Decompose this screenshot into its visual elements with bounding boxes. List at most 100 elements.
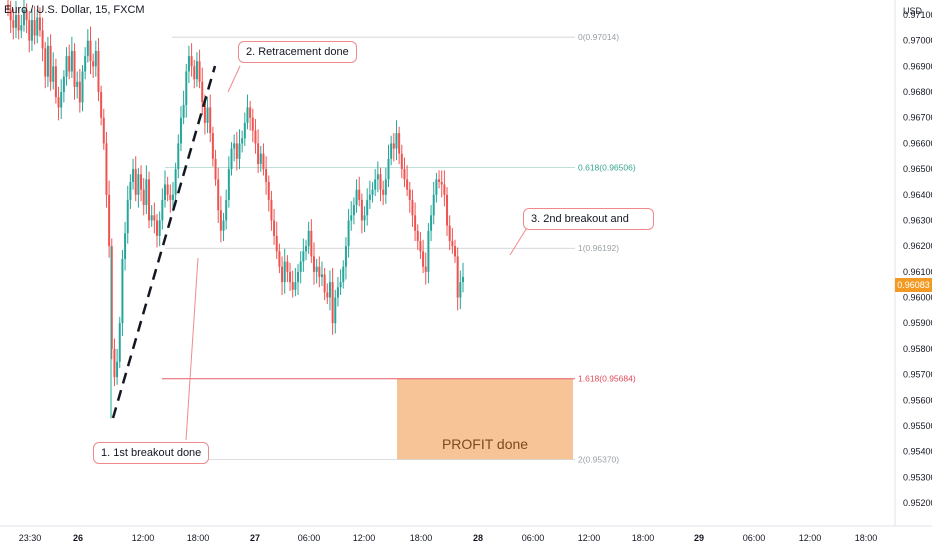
candle-body bbox=[76, 81, 79, 87]
candle-body bbox=[54, 66, 57, 98]
candle-body bbox=[259, 153, 262, 164]
candle-body bbox=[432, 194, 435, 216]
candle-body bbox=[158, 220, 161, 236]
candle-body bbox=[70, 50, 73, 72]
candle-body bbox=[257, 143, 260, 164]
time-tick-label: 18:00 bbox=[855, 533, 878, 543]
candle-body bbox=[243, 122, 246, 139]
candle-body bbox=[148, 179, 151, 221]
candle-body bbox=[454, 246, 457, 257]
candle-body bbox=[251, 117, 254, 131]
time-axis[interactable]: 23:30 26 12:00 18:00 27 06:00 12:00 18:00 28 06:0… bbox=[19, 533, 878, 543]
fibonacci-levels[interactable]: 0(0.97014) 0.618(0.96506) 1(0.96192) 1.618(… bbox=[162, 32, 636, 464]
candle-body bbox=[33, 20, 36, 36]
time-tick-label: 29 bbox=[694, 533, 704, 543]
candle-body bbox=[214, 158, 217, 180]
candle-body bbox=[132, 169, 135, 182]
candle-body bbox=[134, 169, 137, 195]
candle-body bbox=[286, 261, 289, 272]
candle-body bbox=[38, 17, 41, 31]
candle-body bbox=[177, 143, 180, 170]
candle-body bbox=[395, 133, 398, 149]
candle-body bbox=[174, 169, 177, 195]
candle-body bbox=[291, 282, 294, 290]
candle-body bbox=[411, 199, 414, 216]
candle-body bbox=[241, 138, 244, 144]
candle-body bbox=[408, 189, 411, 200]
candle-body bbox=[206, 107, 209, 123]
candle-body bbox=[278, 251, 281, 267]
callout-first-breakout[interactable]: 1. 1st breakout done bbox=[93, 442, 210, 464]
candle-body bbox=[456, 256, 459, 298]
candle-body bbox=[344, 246, 347, 267]
candle-body bbox=[299, 261, 302, 272]
candle-body bbox=[289, 271, 292, 283]
candle-body bbox=[161, 199, 164, 221]
candle-body bbox=[73, 50, 76, 87]
candle-body bbox=[129, 181, 132, 200]
candle-body bbox=[65, 56, 68, 77]
fib-label-2: 2(0.95370) bbox=[578, 454, 619, 464]
candle-body bbox=[92, 61, 95, 67]
candle-body bbox=[451, 241, 454, 247]
time-tick-label: 26 bbox=[73, 533, 83, 543]
callout-pointer-1 bbox=[185, 257, 199, 441]
candle-body bbox=[156, 220, 159, 236]
time-tick-label: 18:00 bbox=[187, 533, 210, 543]
candle-body bbox=[374, 179, 377, 190]
fib-label-0.618: 0.618(0.96506) bbox=[578, 163, 636, 173]
candle-body bbox=[427, 230, 430, 272]
candle-body bbox=[414, 215, 417, 231]
candle-body bbox=[78, 81, 81, 103]
candle-body bbox=[108, 194, 111, 247]
time-tick-label: 28 bbox=[473, 533, 483, 543]
candle-body bbox=[312, 256, 315, 272]
candle-body bbox=[315, 266, 318, 272]
candle-body bbox=[422, 251, 425, 267]
candle-body bbox=[187, 56, 190, 72]
time-tick-label: 12:00 bbox=[578, 533, 601, 543]
candle-body bbox=[390, 143, 393, 159]
candle-body bbox=[97, 50, 100, 93]
candle-body bbox=[195, 61, 198, 80]
candle-body bbox=[12, 20, 15, 28]
candle-body bbox=[310, 230, 313, 257]
candle-body bbox=[100, 92, 103, 118]
candle-body bbox=[350, 215, 353, 221]
callout-retracement[interactable]: 2. Retracement done bbox=[238, 41, 357, 63]
candle-body bbox=[113, 348, 116, 378]
candle-body bbox=[84, 56, 87, 72]
candle-body bbox=[235, 143, 238, 159]
candle-body bbox=[28, 20, 31, 41]
candle-body bbox=[398, 133, 401, 154]
candle-body bbox=[153, 215, 156, 221]
candle-body bbox=[22, 9, 25, 26]
candle-body bbox=[81, 71, 84, 103]
candle-body bbox=[384, 179, 387, 195]
candle-body bbox=[9, 9, 12, 21]
candle-body bbox=[283, 261, 286, 283]
candle-body bbox=[360, 199, 363, 221]
candle-body bbox=[352, 205, 355, 216]
candle-body bbox=[49, 45, 52, 82]
callout-second-breakout[interactable]: 3. 2nd breakout and bbox=[523, 208, 654, 230]
candle-body bbox=[102, 117, 105, 144]
candle-body bbox=[105, 143, 108, 195]
fib-label-1.618: 1.618(0.95684) bbox=[578, 374, 636, 384]
candle-body bbox=[376, 174, 379, 180]
candle-body bbox=[419, 241, 422, 252]
candle-body bbox=[318, 266, 321, 277]
candle-body bbox=[233, 143, 236, 149]
trend-line[interactable] bbox=[111, 65, 217, 419]
candle-body bbox=[110, 246, 113, 349]
